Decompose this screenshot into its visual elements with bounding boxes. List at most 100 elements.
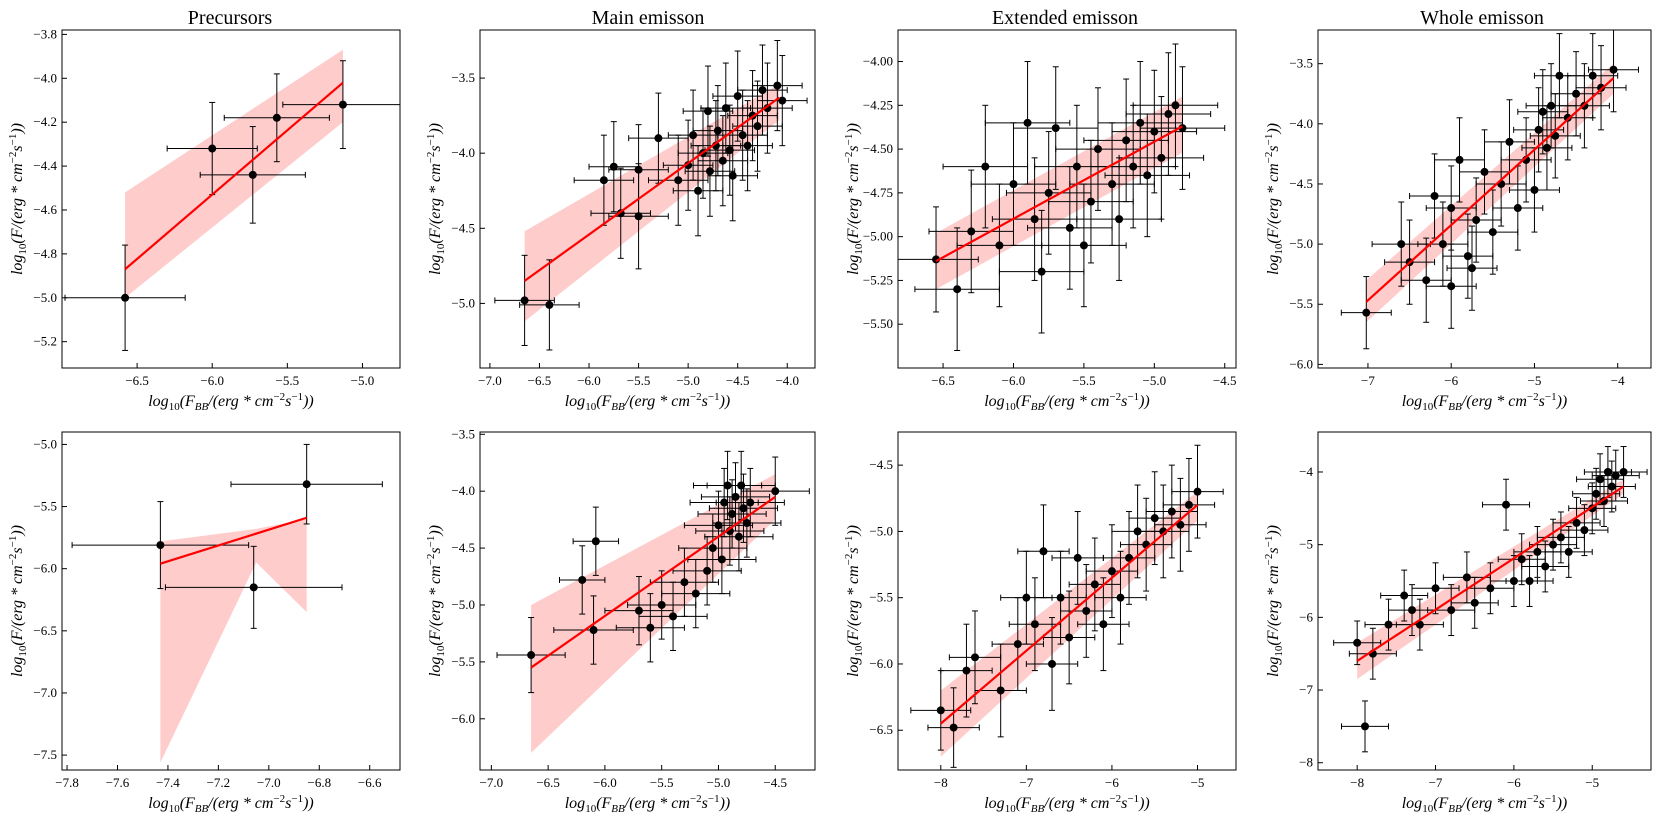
column-titles: Precursors Main emisson Extended emisson… xyxy=(188,7,1544,29)
data-point xyxy=(694,186,703,195)
data-point xyxy=(1533,547,1542,556)
data-point xyxy=(520,296,529,305)
data-point xyxy=(156,541,165,550)
data-point xyxy=(1065,223,1074,232)
data-point xyxy=(1013,640,1022,649)
x-tick-label: −4.5 xyxy=(1213,373,1237,388)
data-point xyxy=(1480,167,1489,176)
data-point xyxy=(1607,482,1616,491)
x-tick-label: −5.0 xyxy=(676,373,700,388)
y-tick-label: −5.5 xyxy=(869,590,893,605)
data-point xyxy=(1167,507,1176,516)
y-tick-label: −4.25 xyxy=(863,97,893,112)
data-point xyxy=(1184,500,1193,509)
y-tick-label: −6.0 xyxy=(33,561,57,576)
data-point xyxy=(733,92,742,101)
panel-title: Precursors xyxy=(188,7,273,29)
confidence-band xyxy=(160,518,307,763)
x-tick-label: −5.0 xyxy=(707,775,731,790)
data-point xyxy=(1164,110,1173,119)
data-point xyxy=(1086,197,1095,206)
data-point xyxy=(1108,180,1117,189)
data-point xyxy=(527,651,536,660)
data-point xyxy=(1030,620,1039,629)
data-point xyxy=(1563,113,1572,122)
x-tick-label: −7.4 xyxy=(156,775,180,790)
data-point xyxy=(1502,500,1511,509)
x-tick-label: −7.0 xyxy=(257,775,281,790)
y-tick-label: −4.0 xyxy=(451,145,475,160)
data-point xyxy=(1176,520,1185,529)
confidence-band xyxy=(524,84,780,322)
y-axis-label: log10(F/(erg * cm−2s−1)) xyxy=(843,525,865,677)
panel: −7 −6 −5 −4 −6.0 −5.5 −5.0 −4.5 −4.0 −3.5 log10(FB… xyxy=(1263,29,1652,413)
y-tick-label: −4.4 xyxy=(33,158,57,173)
x-tick-label: −6.0 xyxy=(577,373,601,388)
data-point xyxy=(1564,547,1573,556)
data-point xyxy=(967,227,976,236)
axes-frame xyxy=(1317,431,1652,771)
plot-area xyxy=(898,43,1226,351)
x-tick-label: −6.0 xyxy=(593,775,617,790)
data-point xyxy=(981,162,990,171)
y-tick-label: −5.5 xyxy=(451,654,475,669)
data-point xyxy=(721,104,730,113)
data-point xyxy=(1051,124,1060,133)
y-tick-label: −5.5 xyxy=(1289,296,1313,311)
data-point xyxy=(1009,180,1018,189)
x-axis-label: log10(FBB/(erg * cm−2s−1)) xyxy=(565,793,731,815)
panel-title: Main emisson xyxy=(592,7,705,29)
data-point xyxy=(1619,467,1628,476)
data-point xyxy=(1541,562,1550,571)
data-point xyxy=(1397,240,1406,249)
x-axis-label: log10(FBB/(erg * cm−2s−1)) xyxy=(565,391,731,413)
y-axis-label: log10(F/(erg * cm−2s−1)) xyxy=(425,525,447,677)
data-point xyxy=(545,300,554,309)
x-tick-label: −7.6 xyxy=(106,775,130,790)
x-tick-label: −5.0 xyxy=(351,373,375,388)
y-tick-label: −4.0 xyxy=(33,70,57,85)
y-tick-label: −4.5 xyxy=(869,457,893,472)
panel: −8 −7 −6 −5 −6.5 −6.0 −5.5 −5.0 −4.5 log10(FBB/(e… xyxy=(843,431,1237,815)
y-tick-label: −4.6 xyxy=(33,202,57,217)
data-point xyxy=(995,241,1004,250)
data-point xyxy=(591,537,600,546)
data-point xyxy=(932,255,941,264)
data-point xyxy=(1547,101,1556,110)
y-tick-label: −5.0 xyxy=(33,290,57,305)
axes-frame xyxy=(897,29,1237,369)
y-tick-label: −4.75 xyxy=(863,185,893,200)
data-point xyxy=(1438,240,1447,249)
data-point xyxy=(705,167,714,176)
y-tick-label: −7 xyxy=(1299,682,1313,697)
data-point xyxy=(728,509,737,518)
fit-line xyxy=(1356,485,1625,662)
y-axis-label: log10(F/(erg * cm−2s−1)) xyxy=(1263,525,1285,677)
y-tick-label: −4.5 xyxy=(1289,176,1313,191)
fit-line xyxy=(1365,77,1615,303)
data-point xyxy=(1065,633,1074,642)
y-tick-label: −5.0 xyxy=(451,295,475,310)
data-point xyxy=(578,575,587,584)
data-point xyxy=(708,544,717,553)
data-point xyxy=(654,134,663,143)
data-point xyxy=(1488,228,1497,237)
y-tick-label: −6.5 xyxy=(869,722,893,737)
y-tick-label: −3.5 xyxy=(451,70,475,85)
data-point xyxy=(996,686,1005,695)
data-point xyxy=(743,141,752,150)
data-point xyxy=(1596,475,1605,484)
x-tick-label: −4 xyxy=(1611,373,1625,388)
y-tick-label: −3.8 xyxy=(33,26,57,41)
x-tick-label: −7.0 xyxy=(478,373,502,388)
y-tick-label: −6.5 xyxy=(33,623,57,638)
data-point xyxy=(953,285,962,294)
plot-area xyxy=(1333,446,1648,753)
data-point xyxy=(1447,606,1456,615)
data-point xyxy=(208,144,217,153)
data-point xyxy=(599,176,608,185)
panel: −7.8 −7.6 −7.4 −7.2 −7.0 −6.8 −6.6 −7.5 −7.0 −6.5… xyxy=(7,431,401,815)
axes-frame xyxy=(61,29,401,369)
data-point xyxy=(1023,118,1032,127)
data-point xyxy=(936,706,945,715)
